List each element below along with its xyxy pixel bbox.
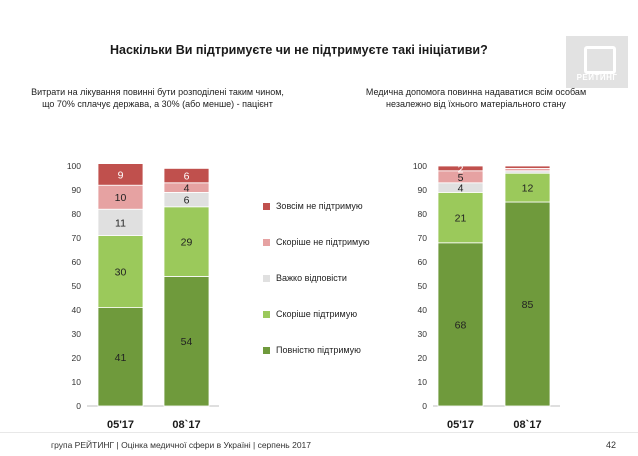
data-label: 54 <box>181 336 193 348</box>
bar-segment <box>97 184 144 210</box>
data-label: 6 <box>184 195 190 207</box>
data-label: 68 <box>455 319 467 331</box>
y-tick-label: 10 <box>418 377 428 387</box>
data-label: 12 <box>522 183 534 195</box>
y-tick-label: 60 <box>72 257 82 267</box>
bar-segment <box>97 235 144 309</box>
data-label: 11 <box>115 217 126 229</box>
footer-divider <box>0 432 638 433</box>
data-label: 5 <box>458 172 464 184</box>
x-category-label: 08`17 <box>172 419 200 431</box>
logo-icon <box>584 46 616 74</box>
data-label: 30 <box>115 267 127 279</box>
data-label: 29 <box>181 237 193 249</box>
y-tick-label: 30 <box>418 329 428 339</box>
data-label: 85 <box>522 299 534 311</box>
data-label: 21 <box>455 213 467 225</box>
y-tick-label: 50 <box>72 281 82 291</box>
data-label: 4 <box>184 183 190 195</box>
y-tick-label: 70 <box>418 233 428 243</box>
y-tick-label: 90 <box>418 185 428 195</box>
y-tick-label: 0 <box>76 401 81 411</box>
y-tick-label: 20 <box>72 353 82 363</box>
y-tick-label: 10 <box>72 377 82 387</box>
y-tick-label: 100 <box>413 161 427 171</box>
y-tick-label: 40 <box>418 305 428 315</box>
y-tick-label: 50 <box>418 281 428 291</box>
y-tick-label: 20 <box>418 353 428 363</box>
chart-left-title: Витрати на лікування повинні бути розпод… <box>31 87 284 109</box>
legend-swatch <box>263 347 270 354</box>
legend-swatch <box>263 275 270 282</box>
bar-segment <box>97 163 144 186</box>
bar-segment <box>504 201 551 407</box>
y-tick-label: 30 <box>72 329 82 339</box>
y-tick-label: 40 <box>72 305 82 315</box>
legend-label: Важко відповісти <box>276 273 347 283</box>
legend-label: Зовсім не підтримую <box>276 201 363 211</box>
data-label: 2 <box>458 163 464 175</box>
rating-logo: РЕЙТИНГ <box>566 36 628 88</box>
y-tick-label: 80 <box>72 209 82 219</box>
y-tick-label: 100 <box>67 161 81 171</box>
chart-right-title: Медична допомога повинна надаватися всім… <box>365 87 587 109</box>
legend-label: Скоріше не підтримую <box>276 237 370 247</box>
logo-text: РЕЙТИНГ <box>576 73 618 82</box>
legend-swatch <box>263 239 270 246</box>
y-tick-label: 0 <box>422 401 427 411</box>
y-tick-label: 70 <box>72 233 82 243</box>
legend-swatch <box>263 203 270 210</box>
bar-segment <box>504 165 551 169</box>
legend-label: Повністю підтримую <box>276 345 361 355</box>
data-label: 6 <box>184 171 190 183</box>
bar-segment <box>437 165 484 172</box>
x-category-label: 05'17 <box>447 419 474 431</box>
legend-swatch <box>263 311 270 318</box>
data-label: 41 <box>115 352 127 364</box>
bar-segment <box>163 167 210 184</box>
bar-segment <box>504 172 551 203</box>
page-title: Наскільки Ви підтримуєте чи не підтримує… <box>110 43 488 57</box>
y-tick-label: 80 <box>418 209 428 219</box>
y-tick-label: 60 <box>418 257 428 267</box>
bar-segment <box>97 208 144 236</box>
x-category-label: 05'17 <box>107 419 134 431</box>
x-category-label: 08`17 <box>513 419 541 431</box>
page-number: 42 <box>606 440 617 450</box>
data-label: 9 <box>118 169 124 181</box>
legend-label: Скоріше підтримую <box>276 309 358 319</box>
bar-segment <box>437 191 484 244</box>
bar-segment <box>437 242 484 407</box>
data-label: 10 <box>115 192 127 204</box>
bar-segment <box>163 275 210 407</box>
y-tick-label: 90 <box>72 185 82 195</box>
bar-segment <box>163 206 210 277</box>
footer-text: група РЕЙТИНГ | Оцінка медичної сфери в … <box>51 440 311 450</box>
data-label: 4 <box>458 183 464 195</box>
